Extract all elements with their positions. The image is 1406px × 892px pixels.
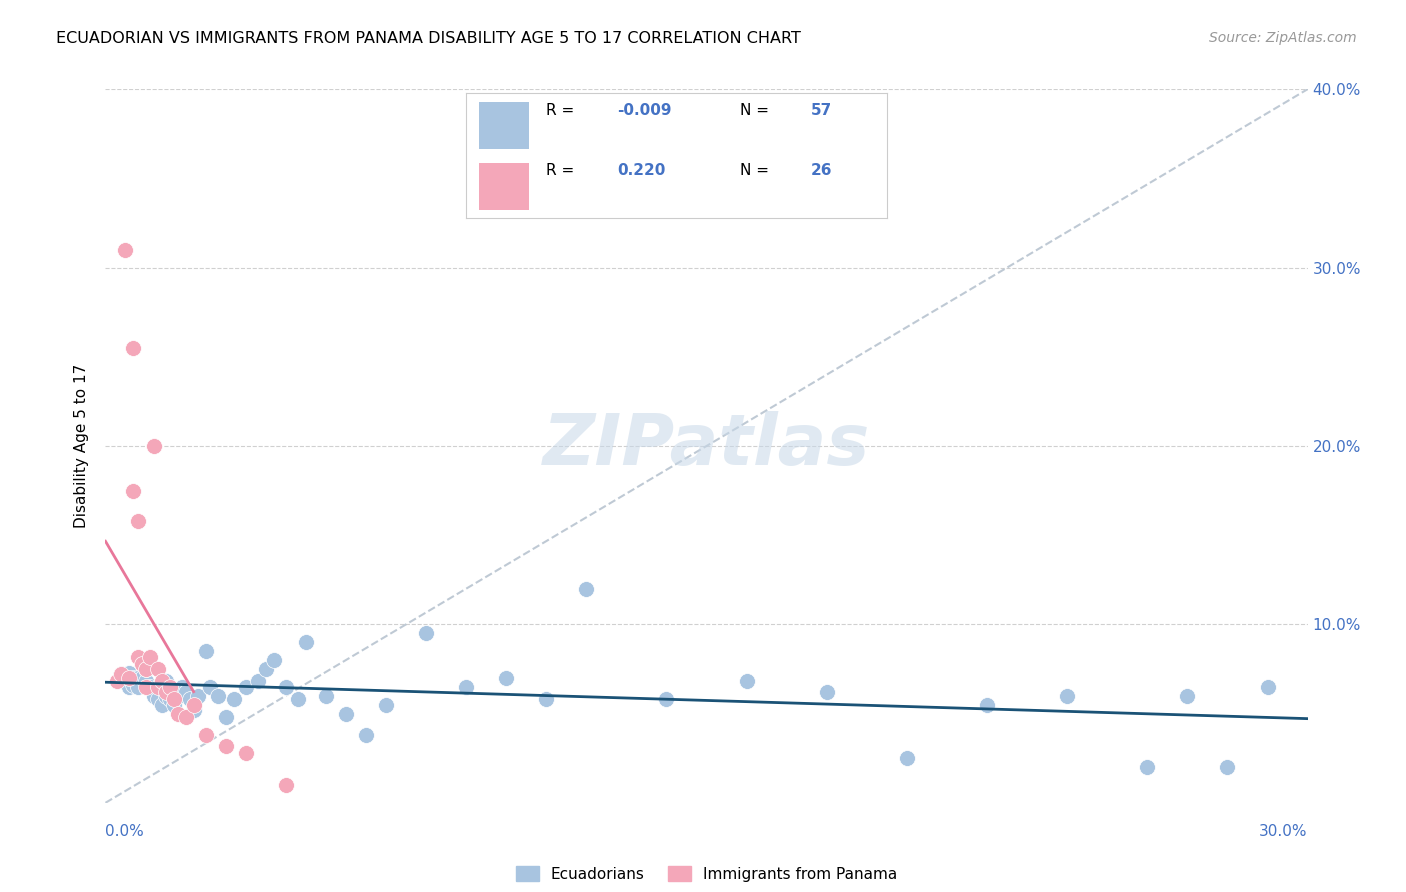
Point (735, 674, 758, 689)
Point (207, 689, 229, 703)
Point (118, 665, 141, 680)
Point (135, 674, 157, 689)
Point (131, 657, 153, 671)
Point (495, 671, 517, 685)
Y-axis label: Disability Age 5 to 17: Disability Age 5 to 17 (75, 364, 90, 528)
Point (162, 698, 184, 712)
Text: 0.0%: 0.0% (105, 824, 145, 838)
Point (131, 657, 153, 671)
Point (287, 692, 309, 706)
Point (896, 751, 918, 765)
Point (295, 635, 318, 649)
Point (183, 698, 205, 712)
Point (183, 703, 205, 717)
Legend: Ecuadorians, Immigrants from Panama: Ecuadorians, Immigrants from Panama (510, 860, 903, 888)
Point (131, 671, 153, 685)
Point (146, 692, 169, 706)
Point (198, 680, 221, 694)
Point (122, 678, 145, 692)
Point (1177, 689, 1199, 703)
Point (254, 662, 277, 676)
Point (127, 649, 149, 664)
Point (1136, 760, 1159, 774)
Point (118, 671, 141, 685)
Point (127, 680, 149, 694)
Point (575, 582, 598, 596)
Point (162, 692, 184, 706)
Point (235, 680, 257, 694)
Point (142, 689, 165, 703)
Point (1257, 680, 1279, 694)
Point (174, 710, 197, 724)
Point (235, 746, 257, 760)
Point (222, 692, 245, 706)
Point (174, 685, 197, 699)
Point (315, 689, 337, 703)
Point (374, 698, 398, 712)
Point (110, 667, 132, 681)
Text: ECUADORIAN VS IMMIGRANTS FROM PANAMA DISABILITY AGE 5 TO 17 CORRELATION CHART: ECUADORIAN VS IMMIGRANTS FROM PANAMA DIS… (56, 31, 801, 46)
Point (114, 243, 136, 257)
Point (1056, 689, 1078, 703)
Point (194, 728, 217, 742)
Point (354, 728, 377, 742)
Point (415, 626, 437, 640)
Point (274, 778, 297, 792)
Point (815, 685, 838, 699)
Point (155, 689, 177, 703)
Point (166, 689, 188, 703)
Point (122, 341, 145, 355)
Point (146, 680, 169, 694)
Point (274, 680, 297, 694)
Point (263, 653, 285, 667)
Point (155, 674, 177, 689)
Text: 30.0%: 30.0% (1260, 824, 1308, 838)
Point (135, 662, 157, 676)
Point (114, 674, 136, 689)
Point (118, 680, 141, 694)
Point (655, 692, 678, 706)
Point (135, 680, 157, 694)
Point (166, 706, 188, 721)
Point (155, 685, 177, 699)
Text: ZIPatlas: ZIPatlas (543, 411, 870, 481)
Point (214, 739, 236, 753)
Point (159, 692, 181, 706)
Point (534, 692, 557, 706)
Point (214, 710, 236, 724)
Point (135, 662, 157, 676)
Point (150, 674, 173, 689)
Point (122, 671, 145, 685)
Point (150, 698, 173, 712)
Point (187, 689, 209, 703)
Point (246, 674, 269, 689)
Point (142, 439, 165, 453)
Point (127, 514, 149, 528)
Point (127, 671, 149, 685)
Text: Source: ZipAtlas.com: Source: ZipAtlas.com (1209, 31, 1357, 45)
Point (194, 644, 217, 658)
Point (122, 483, 145, 498)
Point (138, 649, 160, 664)
Point (170, 680, 193, 694)
Point (138, 680, 160, 694)
Point (976, 698, 998, 712)
Point (454, 680, 477, 694)
Point (335, 706, 357, 721)
Point (159, 680, 181, 694)
Point (110, 667, 132, 681)
Point (1216, 760, 1239, 774)
Point (179, 692, 201, 706)
Point (146, 662, 169, 676)
Point (107, 674, 129, 689)
